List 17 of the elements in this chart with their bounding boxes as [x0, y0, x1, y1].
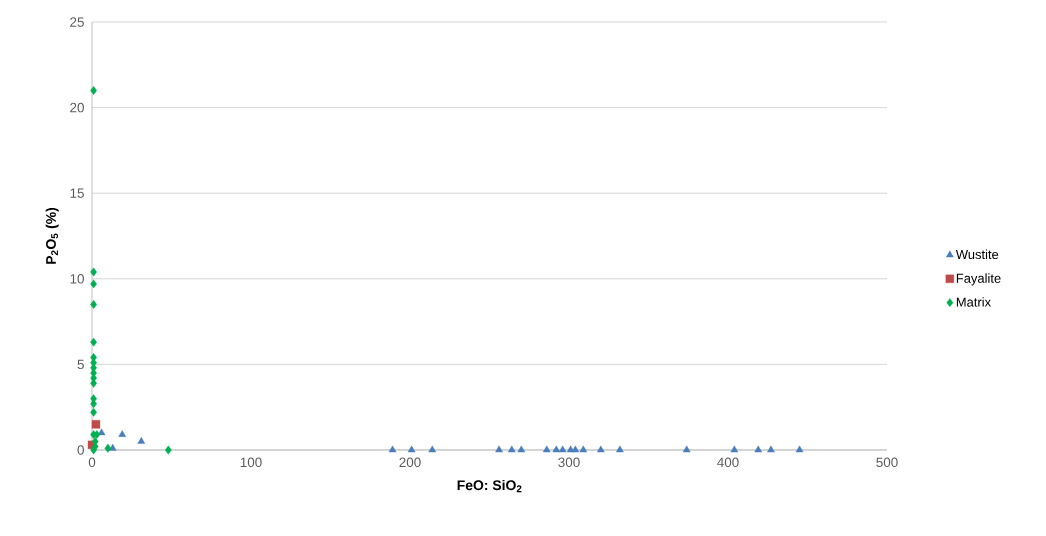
x-tick-label: 300 — [558, 457, 580, 468]
x-tick-label: 500 — [876, 457, 898, 468]
legend-label: Fayalite — [956, 273, 1001, 286]
y-tick-label: 0 — [77, 445, 84, 455]
legend-label: Matrix — [956, 297, 991, 307]
y-tick-label: 20 — [70, 102, 84, 113]
y-tick-label: 15 — [70, 188, 84, 198]
y-axis-title: P$_{2}$O$_{5}$ (%) — [45, 207, 59, 264]
x-tick-label: 0 — [88, 457, 96, 468]
x-axis-title: FeO: SiO$_{2}$ — [457, 479, 522, 493]
x-tick-label: 200 — [399, 457, 421, 468]
y-tick-label: 10 — [70, 274, 84, 284]
legend-label: Wustite — [955, 249, 999, 260]
y-tick-label: 5 — [77, 359, 84, 370]
x-tick-label: 100 — [240, 457, 262, 468]
y-tick-label: 25 — [70, 17, 84, 27]
x-tick-label: 400 — [717, 457, 739, 468]
